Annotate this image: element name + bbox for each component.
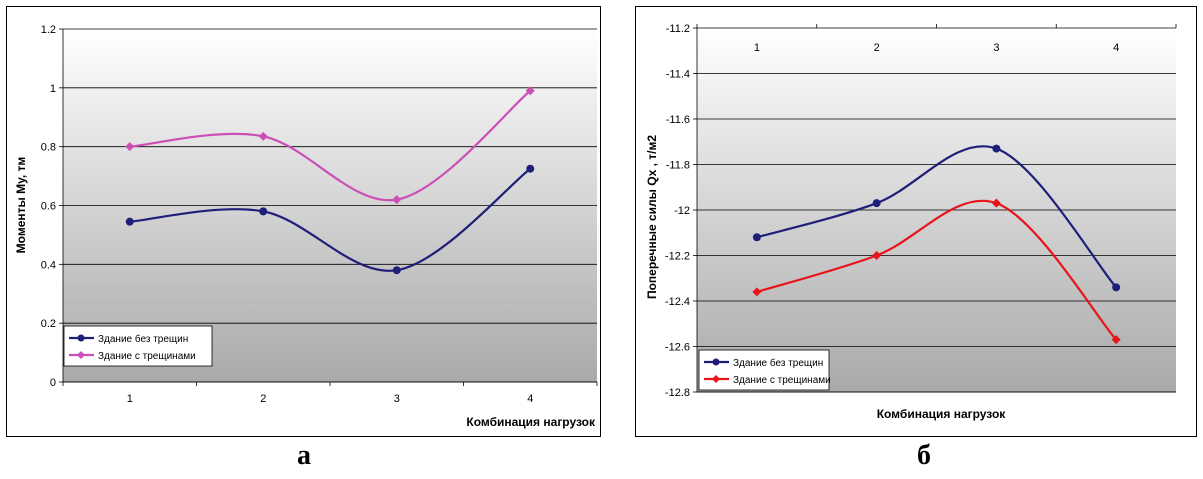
x-tick-label: 3	[394, 393, 400, 405]
y-tick-label: -11.6	[666, 114, 690, 126]
y-tick-label: -11.4	[666, 69, 690, 81]
data-point-1	[259, 207, 268, 216]
y-tick-label: 0	[50, 377, 56, 389]
y-axis-label: Моменты My, тм	[14, 157, 28, 254]
data-point-2	[991, 198, 1001, 208]
series-line-1	[129, 167, 531, 272]
y-tick-label: -11.2	[666, 23, 690, 35]
series-line-2	[129, 89, 531, 202]
legend-label: Здание с трещинами	[733, 375, 831, 386]
data-point-1	[752, 233, 761, 242]
x-tick-label: 2	[874, 42, 880, 54]
x-tick-label: 2	[260, 393, 266, 405]
y-tick-label: -12.8	[665, 387, 690, 399]
data-point-1	[872, 199, 881, 208]
chart-a: 0 0.2 0.4 0.6 0.8 1 1.2 1 2 3 4 Комбинация нагрузок…	[14, 24, 598, 429]
x-tick-label: 4	[1113, 42, 1119, 54]
x-tick-label: 4	[527, 393, 533, 405]
data-point-2	[1111, 335, 1121, 345]
x-tick-label: 1	[754, 42, 760, 54]
legend-box	[63, 325, 213, 367]
y-tick-label: -12.2	[665, 251, 690, 263]
legend-swatch-marker	[712, 358, 720, 366]
data-point-1	[392, 266, 401, 275]
y-tick-label: -12	[674, 205, 690, 217]
legend-box	[698, 349, 830, 391]
legend-label: Здание без трещин	[733, 357, 823, 369]
data-point-2	[392, 195, 402, 205]
chart-a-frame: 0 0.2 0.4 0.6 0.8 1 1.2 1 2 3 4 Комбинация нагрузок…	[6, 6, 601, 437]
legend-label: Здание с трещинами	[98, 351, 196, 362]
legend-swatch-marker	[77, 351, 85, 359]
data-point-1	[526, 164, 535, 173]
x-axis-label: Комбинация нагрузок	[466, 415, 596, 429]
y-tick-label: 1	[50, 83, 56, 95]
y-tick-label: -12.4	[665, 296, 690, 308]
y-tick-label: 0.2	[41, 318, 56, 330]
legend-swatch-marker	[712, 375, 720, 383]
legend-swatch-marker	[77, 334, 85, 342]
subfigure-label-b: б	[917, 440, 931, 471]
subfigure-label-a: а	[297, 440, 311, 471]
x-axis-label: Комбинация нагрузок	[877, 407, 1007, 421]
y-tick-label: 0.4	[41, 259, 56, 271]
data-point-1	[992, 144, 1001, 153]
y-tick-label: 1.2	[41, 24, 56, 36]
series-line-2	[756, 199, 1117, 341]
legend-label: Здание без трещин	[98, 333, 188, 345]
data-point-1	[1112, 283, 1121, 292]
y-tick-label: 0.6	[41, 201, 56, 213]
chart-b: -11.2 -11.4 -11.6 -11.8 -12 -12.2 -12.4 -12.6 -1…	[645, 23, 1177, 421]
y-axis-label: Поперечные силы Qx , т/м2	[645, 135, 659, 299]
series-line-1	[756, 145, 1117, 289]
x-tick-label: 3	[993, 42, 999, 54]
data-point-2	[752, 287, 762, 297]
data-point-2	[525, 86, 535, 96]
data-point-2	[125, 142, 135, 152]
y-tick-label: -12.6	[665, 342, 690, 354]
chart-b-frame: -11.2 -11.4 -11.6 -11.8 -12 -12.2 -12.4 -12.6 -1…	[635, 6, 1197, 437]
data-point-2	[872, 251, 882, 260]
y-tick-label: -11.8	[666, 160, 690, 172]
x-tick-label: 1	[127, 393, 133, 405]
data-point-1	[125, 217, 134, 226]
y-tick-label: 0.8	[41, 142, 56, 154]
data-point-2	[258, 131, 268, 141]
